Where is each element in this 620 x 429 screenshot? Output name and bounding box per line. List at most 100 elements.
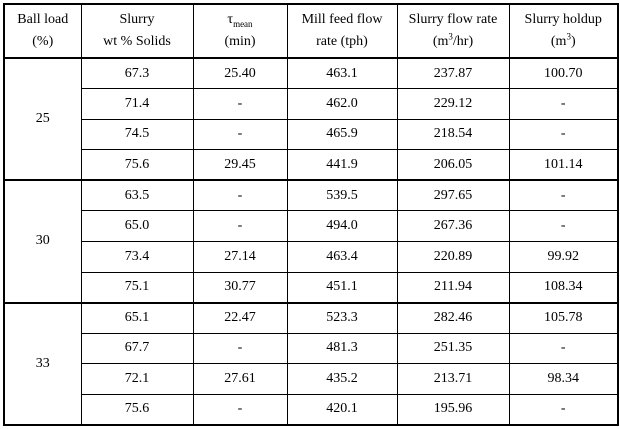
cell-slurry-flow: 211.94 — [396, 271, 510, 304]
table-row: 25 67.3 25.40 463.1 237.87 100.70 — [3, 56, 619, 181]
cell-slurry-wt: 73.4 — [80, 240, 194, 273]
cell-mill-feed: 481.3 — [286, 332, 398, 365]
col-header-mill-feed: Mill feed flow rate (tph) — [286, 3, 398, 59]
cell-slurry-holdup: - — [508, 88, 619, 120]
cell-slurry-holdup: - — [508, 332, 619, 365]
unit-superscript: 3 — [566, 31, 571, 42]
cell-tau-mean: - — [192, 332, 288, 365]
cell-mill-feed: 420.1 — [286, 393, 398, 426]
cell-tau-mean: 25.40 — [192, 57, 288, 90]
col-header-ball-load: Ball load (%) — [3, 3, 82, 59]
cell-slurry-wt: 75.6 — [80, 393, 194, 426]
cell-slurry-flow: 237.87 — [396, 57, 510, 90]
cell-mill-feed: 539.5 — [286, 179, 398, 212]
header-line: (min) — [224, 34, 256, 49]
table-row: 33 65.1 22.47 523.3 282.46 105.78 — [3, 301, 619, 426]
table-row: 75.6 - 420.1 195.96 - — [4, 393, 619, 426]
tau-subscript: mean — [233, 19, 253, 30]
unit-open: (m — [550, 34, 567, 49]
header-line: Slurry flow rate — [408, 12, 498, 28]
ball-load-group-cell: 30 — [3, 179, 82, 304]
cell-mill-feed: 465.9 — [286, 118, 398, 151]
table-row: 65.0 - 494.0 267.36 - — [4, 210, 619, 242]
cell-slurry-holdup: - — [508, 393, 619, 426]
cell-tau-mean: 29.45 — [192, 149, 288, 181]
header-line: rate (tph) — [316, 34, 368, 49]
cell-slurry-wt: 67.3 — [80, 57, 194, 90]
cell-mill-feed: 462.0 — [286, 88, 398, 120]
cell-mill-feed: 523.3 — [286, 301, 398, 334]
col-header-slurry-holdup: Slurry holdup (m3) — [508, 3, 619, 59]
header-line: (%) — [32, 34, 54, 49]
cell-slurry-flow: 213.71 — [396, 363, 510, 395]
cell-slurry-holdup: 99.92 — [508, 240, 619, 273]
header-line: wt % Solids — [103, 34, 171, 49]
cell-slurry-flow: 251.35 — [396, 332, 510, 365]
cell-tau-mean: 30.77 — [192, 271, 288, 304]
header-line: τmean — [194, 9, 286, 31]
unit-open: (m — [432, 34, 449, 49]
cell-slurry-flow: 220.89 — [396, 240, 510, 273]
table-row: 73.4 27.14 463.4 220.89 99.92 — [4, 240, 619, 273]
col-header-slurry-wt: Slurry wt % Solids — [80, 3, 194, 59]
cell-tau-mean: - — [192, 118, 288, 151]
slurry-data-table: Ball load (%) Slurry wt % Solids τmean (… — [3, 3, 619, 426]
cell-tau-mean: 22.47 — [192, 301, 288, 334]
col-header-tau-mean: τmean (min) — [192, 3, 288, 59]
cell-slurry-wt: 75.1 — [80, 271, 194, 304]
cell-slurry-holdup: 105.78 — [508, 301, 619, 334]
col-header-slurry-flow: Slurry flow rate (m3/hr) — [396, 3, 510, 59]
table-row: 72.1 27.61 435.2 213.71 98.34 — [4, 363, 619, 395]
header-line: (m3) — [510, 31, 617, 53]
ball-load-group-cell: 25 — [3, 56, 82, 181]
table-header: Ball load (%) Slurry wt % Solids τmean (… — [3, 3, 619, 59]
cell-slurry-wt: 65.0 — [80, 210, 194, 242]
header-line: Slurry — [119, 12, 155, 28]
cell-slurry-wt: 74.5 — [80, 118, 194, 151]
cell-tau-mean: - — [192, 210, 288, 242]
cell-slurry-holdup: 98.34 — [508, 363, 619, 395]
table-row: 75.6 29.45 441.9 206.05 101.14 — [4, 149, 619, 181]
cell-slurry-flow: 229.12 — [396, 88, 510, 120]
cell-slurry-flow: 297.65 — [396, 179, 510, 212]
table-row: 75.1 30.77 451.1 211.94 108.34 — [4, 271, 619, 304]
cell-tau-mean: 27.14 — [192, 240, 288, 273]
table-row: 30 63.5 - 539.5 297.65 - — [3, 179, 619, 304]
tau-symbol: τ — [227, 12, 234, 28]
cell-slurry-wt: 67.7 — [80, 332, 194, 365]
cell-slurry-holdup: - — [508, 210, 619, 242]
cell-mill-feed: 463.4 — [286, 240, 398, 273]
cell-slurry-holdup: 100.70 — [508, 57, 619, 90]
cell-slurry-wt: 72.1 — [80, 363, 194, 395]
cell-mill-feed: 435.2 — [286, 363, 398, 395]
cell-slurry-holdup: - — [508, 179, 619, 212]
cell-tau-mean: - — [192, 393, 288, 426]
cell-slurry-holdup: 101.14 — [508, 149, 619, 181]
header-line: (m3/hr) — [398, 31, 508, 53]
unit-close: ) — [570, 34, 576, 49]
cell-slurry-wt: 65.1 — [80, 301, 194, 334]
unit-superscript: 3 — [448, 31, 453, 42]
cell-slurry-flow: 206.05 — [396, 149, 510, 181]
header-line: Ball load — [17, 12, 69, 28]
cell-slurry-wt: 75.6 — [80, 149, 194, 181]
cell-slurry-flow: 267.36 — [396, 210, 510, 242]
header-line: Slurry holdup — [524, 12, 602, 28]
header-row: Ball load (%) Slurry wt % Solids τmean (… — [3, 3, 619, 59]
cell-slurry-flow: 282.46 — [396, 301, 510, 334]
ball-load-group-cell: 33 — [3, 301, 82, 426]
cell-slurry-wt: 63.5 — [80, 179, 194, 212]
cell-tau-mean: 27.61 — [192, 363, 288, 395]
cell-tau-mean: - — [192, 88, 288, 120]
table-row: 74.5 - 465.9 218.54 - — [4, 118, 619, 151]
table-row: 71.4 - 462.0 229.12 - — [4, 88, 619, 120]
cell-slurry-flow: 218.54 — [396, 118, 510, 151]
unit-close: /hr) — [452, 34, 474, 49]
cell-slurry-wt: 71.4 — [80, 88, 194, 120]
cell-mill-feed: 441.9 — [286, 149, 398, 181]
cell-mill-feed: 451.1 — [286, 271, 398, 304]
header-line: Mill feed flow — [301, 12, 383, 28]
cell-mill-feed: 463.1 — [286, 57, 398, 90]
cell-slurry-holdup: - — [508, 118, 619, 151]
